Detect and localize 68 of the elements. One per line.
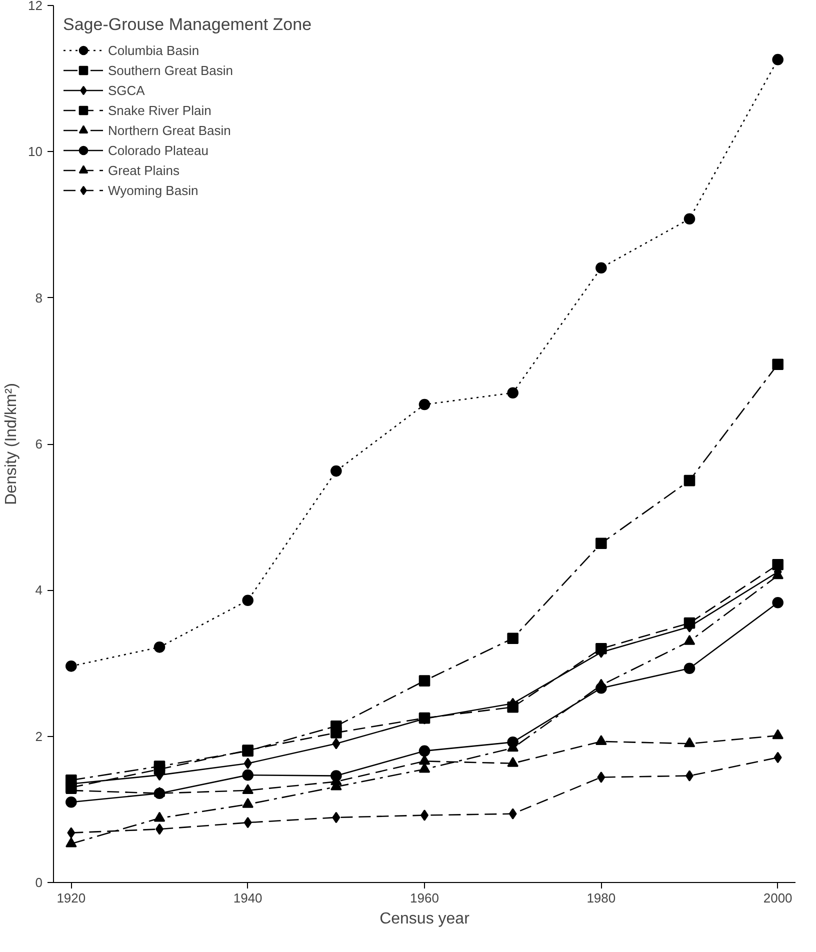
legend-label: Northern Great Basin <box>108 122 231 138</box>
point <box>242 798 254 808</box>
point <box>508 808 517 820</box>
point <box>507 756 518 767</box>
point <box>66 796 77 808</box>
point <box>244 816 252 828</box>
point <box>67 827 76 838</box>
point <box>332 812 340 824</box>
point <box>242 594 254 606</box>
legend-label: Snake River Plain <box>108 102 212 118</box>
point <box>684 213 696 225</box>
point <box>507 701 518 713</box>
x-axis-title: Census year <box>380 910 470 928</box>
point <box>330 465 342 477</box>
legend-title: Sage-Grouse Management Zone <box>63 15 312 35</box>
point <box>242 784 254 794</box>
point <box>772 358 784 370</box>
point <box>684 617 696 629</box>
y-tick-label: 4 <box>35 582 43 598</box>
point <box>507 736 518 748</box>
y-tick-label: 2 <box>35 728 43 744</box>
x-tick-label: 2000 <box>763 890 792 906</box>
legend-label: Great Plains <box>108 162 180 178</box>
point <box>418 675 430 686</box>
y-axis-title: Density (Ind/km²) <box>3 383 20 505</box>
point <box>596 538 607 550</box>
legend-label: Southern Great Basin <box>108 62 234 78</box>
point <box>596 642 607 654</box>
y-tick-label: 10 <box>28 144 43 160</box>
legend-label: SGCA <box>108 82 145 98</box>
point <box>684 474 696 486</box>
legend-label: Columbia Basin <box>108 42 200 58</box>
point <box>596 735 607 745</box>
point <box>507 387 518 398</box>
x-tick-label: 1980 <box>586 890 616 906</box>
point <box>772 596 784 608</box>
legend-label: Colorado Plateau <box>108 142 208 158</box>
point <box>596 682 607 694</box>
point <box>66 837 77 848</box>
point <box>154 764 166 775</box>
legend-label: Wyoming Basin <box>108 182 198 198</box>
y-tick-label: 12 <box>28 0 43 13</box>
point <box>66 660 77 672</box>
point <box>772 54 784 66</box>
point <box>242 769 254 781</box>
point <box>418 754 430 765</box>
point <box>772 558 784 570</box>
point <box>684 662 696 674</box>
point <box>684 634 696 645</box>
point <box>772 729 784 740</box>
point <box>154 642 166 653</box>
y-tick-label: 6 <box>35 436 43 452</box>
point <box>330 727 342 738</box>
point <box>418 398 430 410</box>
point <box>774 752 782 764</box>
point <box>154 812 166 822</box>
x-tick-label: 1960 <box>410 890 439 906</box>
point <box>507 632 518 644</box>
x-tick-label: 1940 <box>233 890 262 906</box>
point <box>597 772 606 783</box>
y-tick-label: 8 <box>35 290 43 306</box>
point <box>244 758 252 770</box>
point <box>596 262 607 274</box>
point <box>418 745 430 757</box>
y-tick-label: 0 <box>35 875 43 890</box>
x-tick-label: 1920 <box>56 890 86 906</box>
point <box>684 737 696 748</box>
point <box>332 738 340 750</box>
